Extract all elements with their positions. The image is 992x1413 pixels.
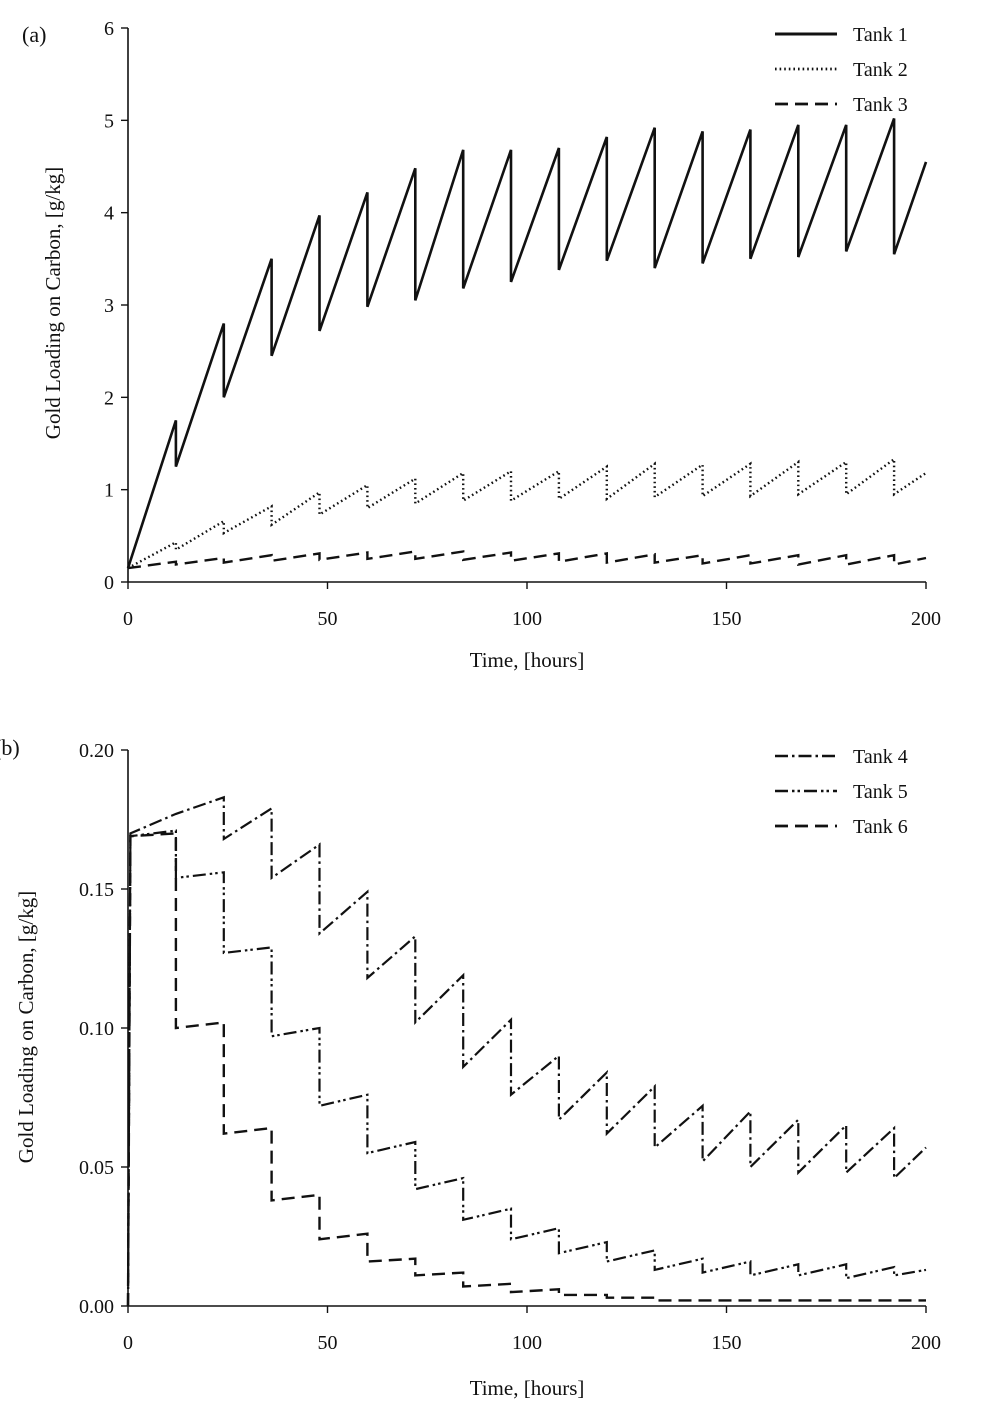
x-ticks-b: 0 50 100 150 200 xyxy=(123,1306,941,1354)
series-line-tank-3 xyxy=(127,550,927,570)
x-axis-title-b: Time, [hours] xyxy=(470,1376,585,1400)
legend-a: Tank 1 Tank 2 Tank 3 xyxy=(775,24,908,116)
x-tick-label: 100 xyxy=(512,608,542,630)
x-tick-label: 200 xyxy=(911,608,941,630)
x-tick-label: 0 xyxy=(123,608,133,630)
x-tick-label: 150 xyxy=(712,1332,742,1354)
y-axis-title-b: Gold Loading on Carbon, [g/kg] xyxy=(14,891,38,1163)
y-tick-label: 6 xyxy=(104,18,114,40)
y-ticks-b: 0.00 0.05 0.10 0.15 0.20 xyxy=(79,740,128,1318)
panel-label-a: (a) xyxy=(22,22,46,47)
series-line-tank-2 xyxy=(127,456,927,570)
series-line-tank-1 xyxy=(126,118,928,569)
series-line-tank-4 xyxy=(126,795,927,1307)
y-axis-title-a: Gold Loading on Carbon, [g/kg] xyxy=(41,167,65,439)
series-group-b xyxy=(126,795,927,1307)
y-tick-label: 2 xyxy=(104,387,114,409)
legend-b: Tank 4 Tank 5 Tank 6 xyxy=(775,746,908,838)
x-tick-label: 50 xyxy=(318,1332,338,1354)
x-axis-title-a: Time, [hours] xyxy=(470,648,585,672)
legend-label: Tank 1 xyxy=(853,24,908,46)
x-tick-label: 100 xyxy=(512,1332,542,1354)
legend-item-tank-5: Tank 5 xyxy=(775,781,908,803)
y-tick-label: 0.20 xyxy=(79,740,114,762)
y-tick-label: 0.00 xyxy=(79,1296,114,1318)
axes-a xyxy=(127,28,926,583)
x-tick-label: 0 xyxy=(123,1332,133,1354)
legend-label: Tank 4 xyxy=(853,746,908,768)
y-tick-label: 3 xyxy=(104,295,114,317)
legend-item-tank-1: Tank 1 xyxy=(775,24,908,46)
legend-item-tank-2: Tank 2 xyxy=(775,59,908,81)
x-tick-label: 150 xyxy=(712,608,742,630)
x-tick-label: 200 xyxy=(911,1332,941,1354)
panel-b: (b) 0.00 0.05 0.10 0.15 0.20 0 50 100 150 200 Ta… xyxy=(0,735,941,1400)
x-tick-label: 50 xyxy=(318,608,338,630)
legend-item-tank-3: Tank 3 xyxy=(775,94,908,116)
y-ticks-a: 0 1 2 3 4 5 6 xyxy=(104,18,128,594)
panel-label-b: (b) xyxy=(0,735,20,760)
legend-label: Tank 3 xyxy=(853,94,908,116)
y-tick-label: 5 xyxy=(104,110,114,132)
legend-label: Tank 5 xyxy=(853,781,908,803)
series-group-a xyxy=(126,118,928,570)
y-tick-label: 0 xyxy=(104,572,114,594)
legend-item-tank-6: Tank 6 xyxy=(775,816,908,838)
legend-item-tank-4: Tank 4 xyxy=(775,746,908,768)
y-tick-label: 0.10 xyxy=(79,1018,114,1040)
x-ticks-a: 0 50 100 150 200 xyxy=(123,582,941,630)
legend-label: Tank 2 xyxy=(853,59,908,81)
series-line-tank-6 xyxy=(126,832,926,1307)
legend-label: Tank 6 xyxy=(853,816,908,838)
y-tick-label: 0.05 xyxy=(79,1157,114,1179)
axes-b xyxy=(127,750,926,1307)
y-tick-label: 0.15 xyxy=(79,879,114,901)
y-tick-label: 4 xyxy=(104,203,114,225)
y-tick-label: 1 xyxy=(104,480,114,502)
series-line-tank-5 xyxy=(126,829,927,1307)
